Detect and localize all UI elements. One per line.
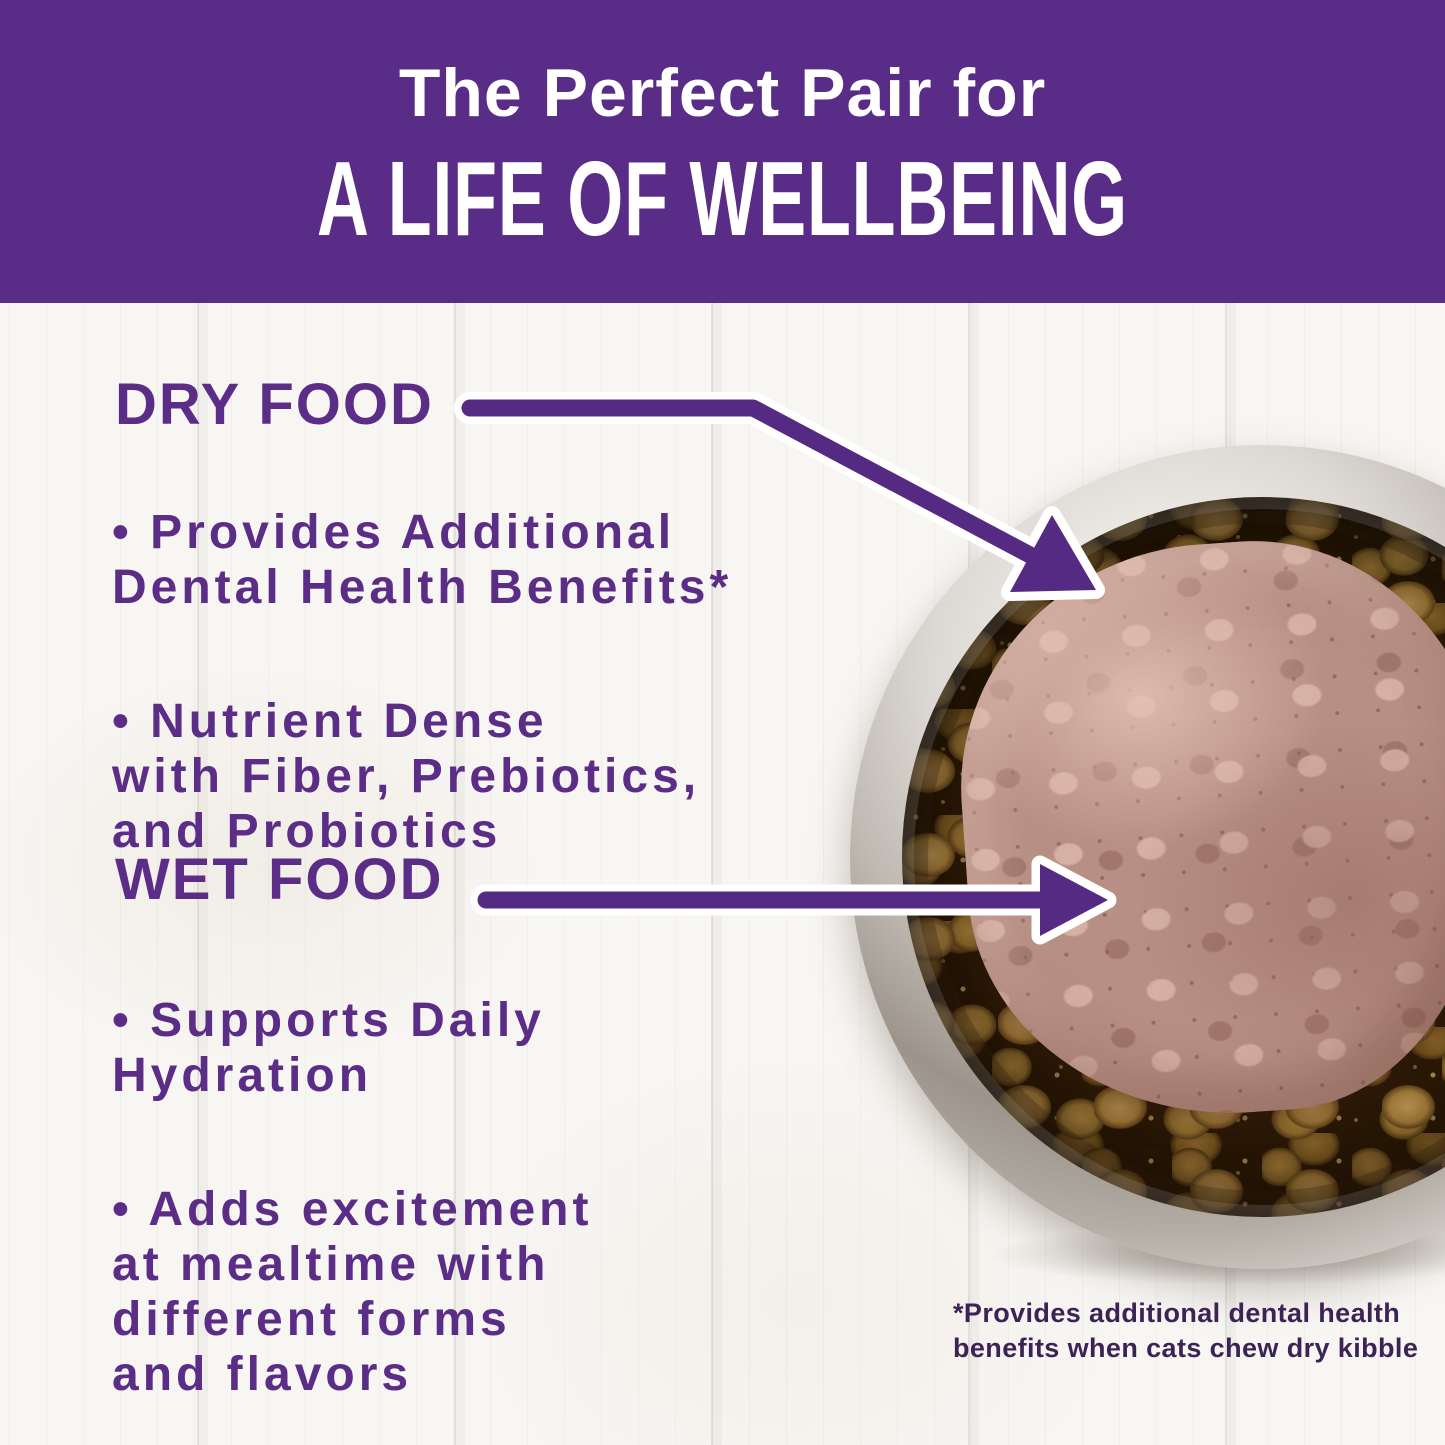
- bullet-item: • Supports Daily Hydration: [112, 994, 545, 1102]
- wet-food-bullets: • Supports Daily Hydration • Adds excite…: [112, 938, 812, 1445]
- header-band: The Perfect Pair for A LIFE OF WELLBEING: [0, 0, 1445, 303]
- header-title: A LIFE OF WELLBEING: [316, 140, 1129, 258]
- wet-food-heading: WET FOOD: [115, 847, 444, 912]
- wet-pate: [944, 525, 1445, 1131]
- header-subtitle: The Perfect Pair for: [398, 55, 1047, 131]
- bullet-item: • Provides Additional Dental Health Bene…: [112, 506, 733, 614]
- disclaimer-text: *Provides additional dental health benef…: [953, 1298, 1419, 1363]
- dry-food-heading: DRY FOOD: [115, 372, 434, 437]
- bullet-item: • Nutrient Dense with Fiber, Prebiotics,…: [112, 695, 701, 858]
- kibble-fill: [902, 497, 1445, 1217]
- dry-food-bullets: • Provides Additional Dental Health Bene…: [112, 450, 812, 938]
- bullet-item: • Adds excitement at mealtime with diffe…: [112, 1183, 593, 1401]
- food-bowl-photo: [850, 445, 1445, 1269]
